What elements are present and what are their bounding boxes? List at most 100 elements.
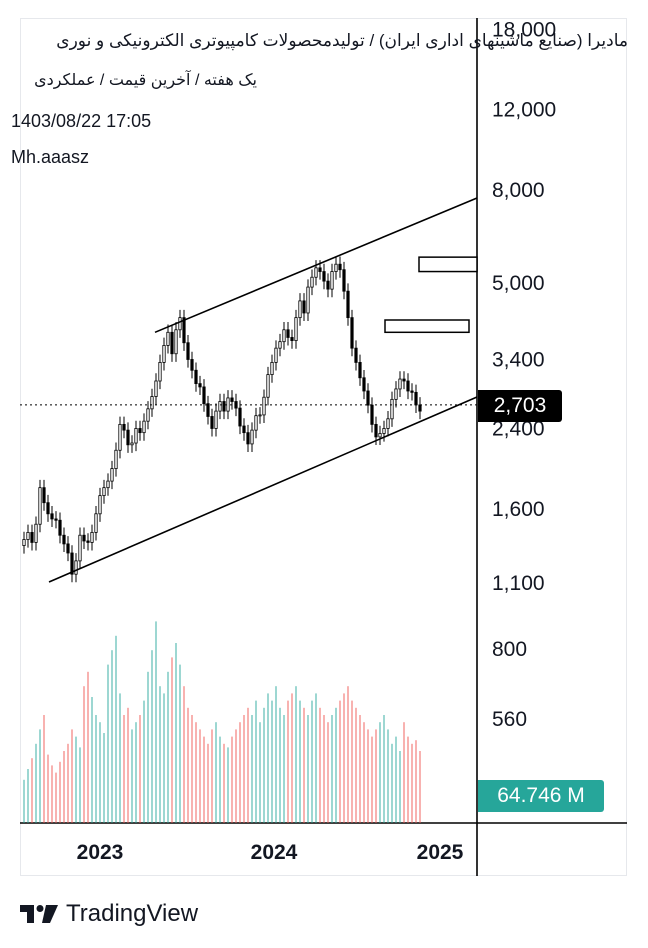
volume-bar	[119, 693, 121, 823]
volume-bar	[255, 700, 257, 823]
volume-bar	[375, 729, 377, 823]
volume-bar	[151, 650, 153, 823]
candle-body	[22, 539, 26, 546]
volume-bar	[391, 743, 393, 823]
candle-body	[46, 502, 50, 515]
candle-body	[326, 280, 330, 290]
candle-body	[418, 404, 422, 412]
price-tick-label: 3,400	[492, 348, 545, 371]
candle-body	[374, 423, 378, 438]
resistance-box-upper[interactable]	[418, 256, 478, 273]
volume-bar	[287, 700, 289, 823]
candle-body	[158, 362, 162, 382]
candle-body	[154, 380, 158, 397]
volume-bar	[99, 722, 101, 823]
candle-body	[402, 378, 406, 382]
volume-bar	[51, 765, 53, 823]
volume-bar	[259, 722, 261, 823]
candle-body	[58, 519, 62, 536]
candle-body	[322, 271, 326, 282]
trend-channel-lower-line[interactable]	[48, 396, 478, 583]
candle-body	[66, 543, 70, 554]
volume-bar	[207, 743, 209, 823]
price-tick-label: 1,100	[492, 572, 545, 595]
volume-bar	[387, 729, 389, 823]
candle-body	[246, 432, 250, 445]
volume-bar	[263, 707, 265, 823]
candle-body	[230, 397, 234, 402]
candle-body	[302, 300, 306, 314]
candle-body	[334, 263, 338, 272]
volume-bar	[335, 707, 337, 823]
volume-bar	[131, 729, 133, 823]
candle-body	[294, 317, 298, 342]
candle-body	[238, 407, 242, 427]
candle-body	[182, 317, 186, 344]
candle-body	[362, 377, 366, 392]
volume-bar	[111, 650, 113, 823]
volume-bar	[115, 635, 117, 823]
trend-channel-upper-line[interactable]	[154, 197, 478, 334]
volume-bar	[415, 740, 417, 823]
candle-body	[126, 429, 130, 446]
candle-body	[198, 383, 202, 388]
volume-bar	[123, 715, 125, 823]
volume-bar	[83, 686, 85, 823]
candle-body	[298, 300, 302, 319]
volume-bar	[23, 779, 25, 823]
candle-body	[166, 331, 170, 346]
resistance-box-lower[interactable]	[384, 319, 470, 334]
volume-bar	[223, 743, 225, 823]
candle-body	[266, 374, 270, 398]
volume-bar	[291, 693, 293, 823]
time-axis-label: 2023	[77, 841, 124, 864]
volume-bar	[87, 671, 89, 823]
volume-bar	[195, 722, 197, 823]
price-tick-label: 8,000	[492, 179, 545, 202]
volume-bar	[139, 715, 141, 823]
candle-body	[202, 386, 206, 405]
volume-tick-label: 800	[492, 638, 527, 661]
volume-bar	[399, 751, 401, 823]
volume-bar	[227, 747, 229, 823]
author-name[interactable]: Mh.aaasz	[11, 147, 90, 167]
volume-bar	[307, 715, 309, 823]
candle-body	[222, 401, 226, 412]
candle-body	[358, 362, 362, 379]
candle-body	[406, 380, 410, 392]
volume-bar	[411, 743, 413, 823]
candle-body	[270, 362, 274, 376]
volume-bar	[203, 736, 205, 823]
volume-bar	[303, 707, 305, 823]
candle-body	[138, 428, 142, 434]
volume-bar	[251, 715, 253, 823]
volume-bar	[215, 722, 217, 823]
candle-body	[122, 423, 126, 431]
volume-bar	[91, 697, 93, 823]
volume-bar	[383, 715, 385, 823]
volume-bar	[71, 729, 73, 823]
candle-body	[262, 396, 266, 416]
tradingview-logo-icon	[20, 905, 58, 923]
candle-body	[102, 487, 106, 497]
volume-bar	[359, 715, 361, 823]
volume-bar	[247, 707, 249, 823]
volume-bar	[419, 751, 421, 823]
candle-body	[70, 552, 74, 575]
volume-bar	[199, 729, 201, 823]
candle-body	[370, 404, 374, 425]
volume-bar	[75, 736, 77, 823]
volume-bar	[407, 736, 409, 823]
chart-subtitle: یک هفته / آخرین قیمت / عملکردی	[34, 72, 257, 89]
volume-tick-label: 560	[492, 708, 527, 731]
volume-bar	[295, 686, 297, 823]
candle-body	[366, 390, 370, 406]
price-tick-label: 12,000	[492, 99, 556, 122]
candle-body	[194, 369, 198, 385]
candle-body	[330, 271, 334, 290]
candle-body	[82, 534, 86, 542]
volume-bar	[127, 707, 129, 823]
tradingview-logo[interactable]: TradingView	[20, 898, 198, 930]
candle-body	[34, 523, 38, 543]
